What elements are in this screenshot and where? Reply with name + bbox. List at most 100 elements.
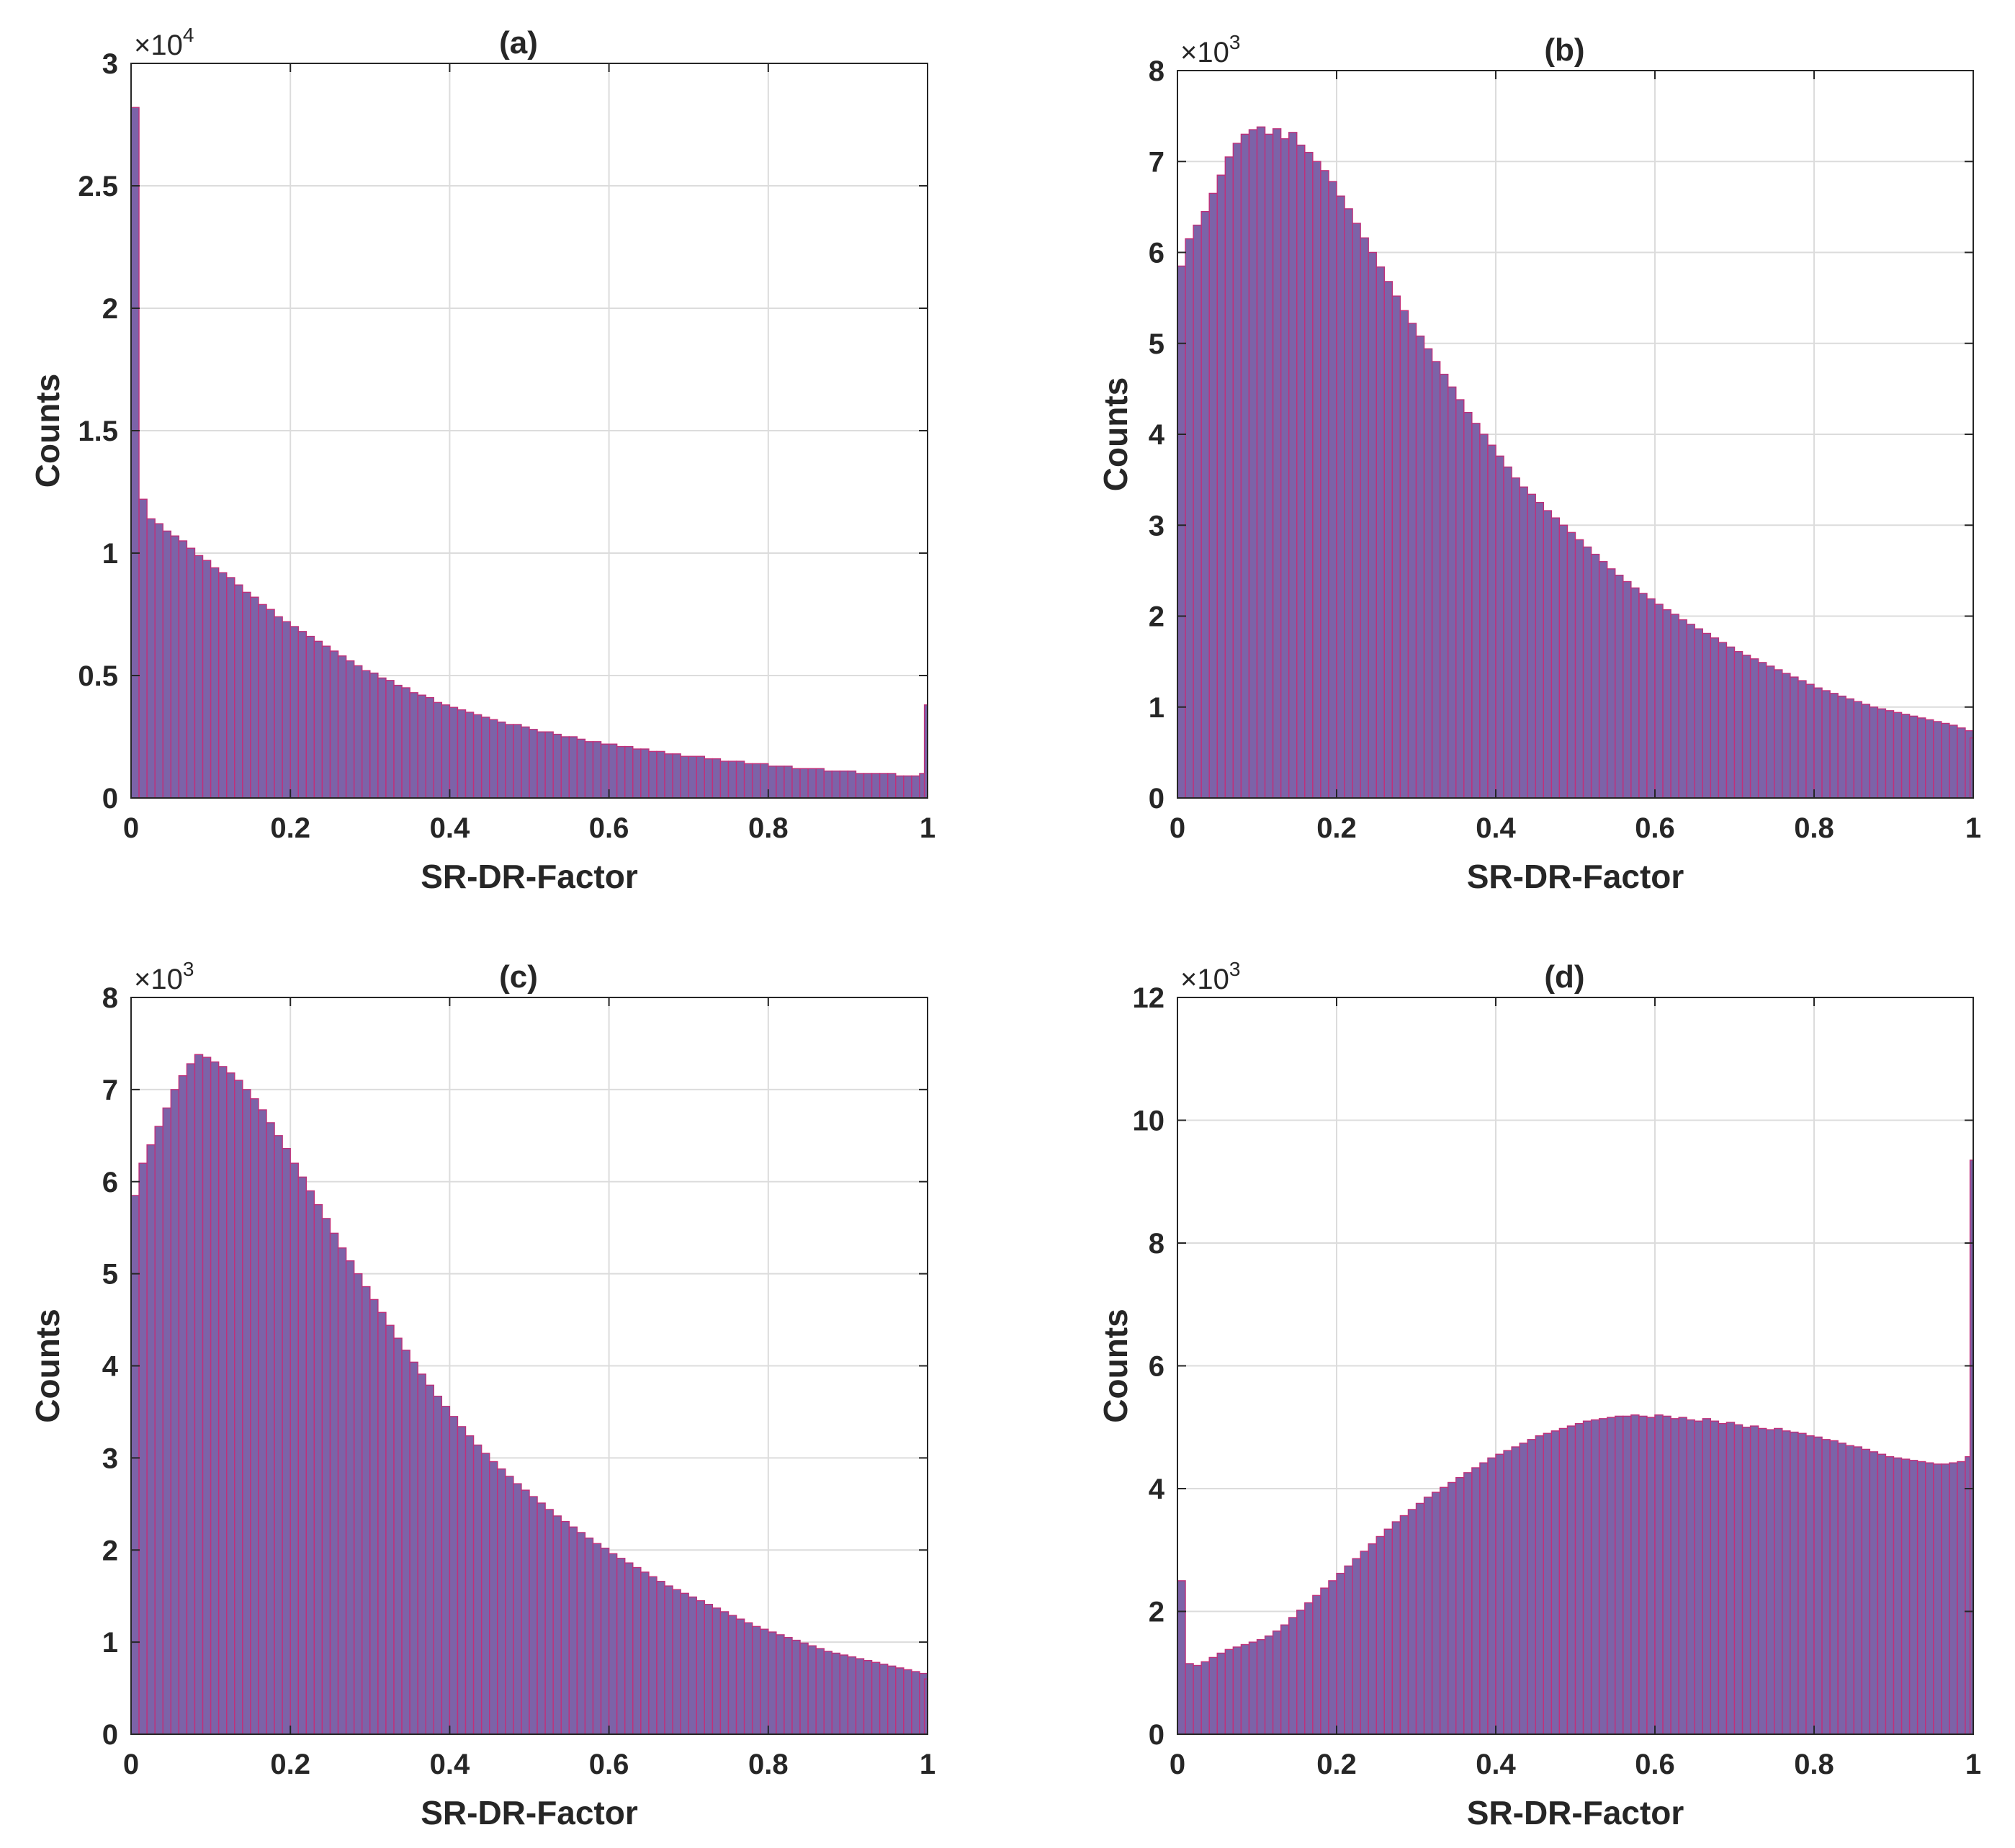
histogram-bar xyxy=(1447,1481,1457,1735)
histogram-bar xyxy=(664,1585,673,1735)
histogram-bar xyxy=(377,1311,387,1735)
histogram-bar xyxy=(1296,144,1306,799)
histogram-bar xyxy=(345,660,355,799)
histogram-bar xyxy=(521,726,530,799)
histogram-bar xyxy=(1893,1457,1903,1735)
histogram-bar xyxy=(393,684,403,799)
chart-title: (c) xyxy=(499,959,538,995)
histogram-bar xyxy=(1344,1565,1353,1735)
histogram-bar xyxy=(369,672,379,799)
histogram-bar xyxy=(1949,725,1958,799)
histogram-bar xyxy=(1782,1430,1791,1735)
histogram-bar xyxy=(297,631,308,799)
histogram-bar xyxy=(799,1642,809,1735)
histogram-bar xyxy=(871,1661,881,1735)
histogram-bar xyxy=(1877,1453,1887,1735)
histogram-bar xyxy=(170,535,180,799)
histogram-bar xyxy=(1336,1572,1345,1735)
histogram-bar xyxy=(1535,501,1545,799)
histogram-bar xyxy=(1606,568,1616,799)
histogram-bar xyxy=(1877,708,1887,799)
histogram-bar xyxy=(1280,1624,1290,1735)
histogram-bar xyxy=(1336,195,1345,799)
histogram-bar xyxy=(1686,624,1695,799)
histogram-bar xyxy=(1749,658,1759,799)
chart-title: (b) xyxy=(1544,32,1584,68)
histogram-bar xyxy=(1439,1486,1449,1735)
histogram-bar xyxy=(1924,1462,1934,1735)
histogram-bar xyxy=(489,719,498,799)
histogram-bar xyxy=(1774,1427,1783,1735)
histogram-bar xyxy=(1908,715,1918,799)
histogram-bar xyxy=(1431,1492,1441,1735)
histogram-bar xyxy=(1813,1436,1823,1735)
histogram-bar xyxy=(266,609,275,799)
x-tick-label: 0.4 xyxy=(1476,812,1516,844)
histogram-bar xyxy=(640,748,650,799)
x-axis-label: SR-DR-Factor xyxy=(1467,1794,1684,1831)
histogram-bar xyxy=(1710,1420,1720,1735)
histogram-bar xyxy=(1574,539,1584,799)
histogram-bar xyxy=(1741,1427,1751,1735)
x-tick-label: 0.6 xyxy=(589,812,629,844)
histogram-bar xyxy=(1368,251,1377,799)
histogram-bar xyxy=(1885,710,1895,799)
histogram-bar xyxy=(274,616,283,799)
x-tick-label: 0.2 xyxy=(270,1749,310,1780)
histogram-bar xyxy=(1399,1515,1409,1735)
histogram-bar xyxy=(297,1176,308,1735)
histogram-bar xyxy=(1638,1415,1648,1735)
histogram-bar xyxy=(784,766,793,799)
histogram-bar xyxy=(1718,642,1728,799)
histogram-bar xyxy=(1463,1472,1473,1735)
histogram-bar xyxy=(1224,156,1234,799)
histogram-bar xyxy=(815,1648,825,1735)
histogram-bar xyxy=(735,1618,745,1735)
histogram-bar xyxy=(1519,486,1528,799)
histogram-bar xyxy=(1829,1440,1839,1735)
histogram-bar xyxy=(1503,1450,1512,1735)
histogram-bar xyxy=(537,1502,546,1735)
y-tick-label: 0 xyxy=(1149,783,1164,815)
histogram-bar xyxy=(560,736,570,799)
histogram-bar xyxy=(1288,132,1298,799)
histogram-bar xyxy=(712,1607,722,1735)
histogram-bar xyxy=(1185,238,1194,799)
histogram-bar xyxy=(776,1634,785,1735)
histogram-bar xyxy=(480,717,490,799)
histogram-bar xyxy=(696,755,706,799)
histogram-bar xyxy=(1733,1424,1744,1735)
y-axis-exponent: 3 xyxy=(1229,31,1241,53)
histogram-bar xyxy=(337,655,347,799)
y-tick-label: 2 xyxy=(102,293,118,325)
histogram-bar xyxy=(1598,1418,1608,1735)
histogram-bar xyxy=(1177,265,1186,799)
x-axis-label: SR-DR-Factor xyxy=(1467,858,1684,895)
histogram-bar xyxy=(1383,281,1394,799)
histogram-bar xyxy=(1511,477,1520,799)
histogram-bar xyxy=(791,1639,801,1735)
histogram-bar xyxy=(807,768,817,799)
histogram-bar xyxy=(457,1426,467,1735)
histogram-bar xyxy=(1558,524,1569,799)
histogram-bar xyxy=(162,1107,172,1735)
histogram-bar xyxy=(1606,1417,1616,1735)
histogram-bar xyxy=(1646,1417,1656,1735)
histogram-bar xyxy=(217,1066,228,1735)
histogram-bar xyxy=(712,758,722,799)
x-tick-label: 0.2 xyxy=(1316,812,1357,844)
x-tick-label: 1 xyxy=(1965,1749,1981,1780)
histogram-bar xyxy=(743,763,753,799)
histogram-bar xyxy=(719,761,730,799)
histogram-bar xyxy=(353,665,363,799)
histogram-bar xyxy=(1638,593,1648,799)
x-tick-label: 0 xyxy=(1170,812,1185,844)
histogram-bar xyxy=(1821,1439,1831,1735)
histogram-bar xyxy=(1320,170,1329,799)
histogram-bar xyxy=(768,766,777,799)
histogram-bar xyxy=(1574,1422,1584,1735)
histogram-bar xyxy=(1216,1652,1226,1735)
histogram-bar xyxy=(441,1406,451,1735)
histogram-bar xyxy=(911,775,920,799)
histogram-bar xyxy=(616,745,626,799)
